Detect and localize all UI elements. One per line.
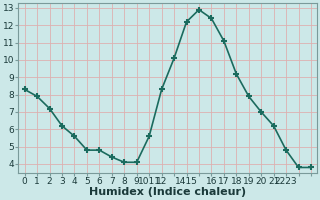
- X-axis label: Humidex (Indice chaleur): Humidex (Indice chaleur): [89, 187, 246, 197]
